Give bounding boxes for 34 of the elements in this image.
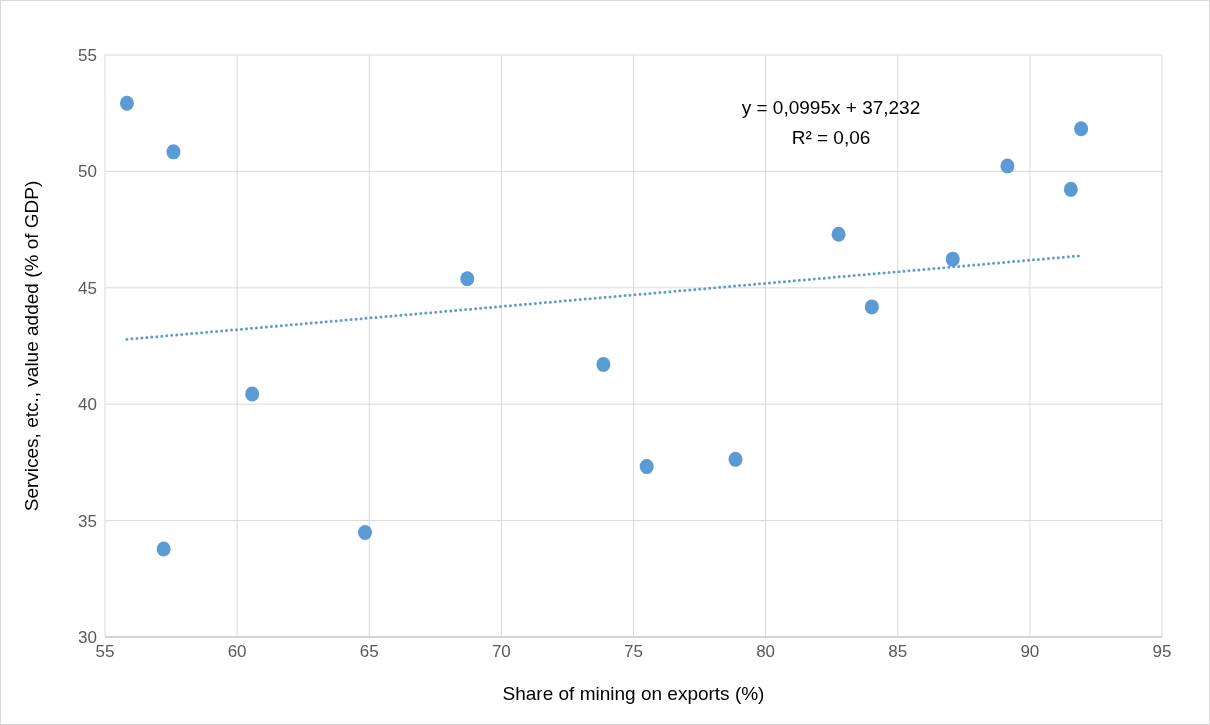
point xyxy=(119,95,134,111)
x-tick-label: 85 xyxy=(888,642,908,662)
x-tick-label: 70 xyxy=(491,642,511,662)
x-tick-label: 80 xyxy=(756,642,776,662)
point xyxy=(945,251,960,267)
point xyxy=(166,144,181,160)
point xyxy=(864,299,879,315)
x-tick-label: 55 xyxy=(95,642,115,662)
y-tick-label: 45 xyxy=(78,278,97,298)
point xyxy=(728,451,743,467)
point xyxy=(1074,121,1089,137)
point xyxy=(1000,158,1015,174)
x-axis-title: Share of mining on exports (%) xyxy=(502,683,765,704)
y-tick-label: 35 xyxy=(78,511,97,531)
point xyxy=(639,459,654,475)
point xyxy=(358,524,373,540)
y-axis-title: Services, etc., value added (% of GDP) xyxy=(20,180,42,512)
x-tick-label: 95 xyxy=(1152,642,1172,662)
y-tick-label: 55 xyxy=(78,46,97,66)
y-tick-label: 30 xyxy=(78,628,97,648)
x-tick-label: 60 xyxy=(227,642,247,662)
x-tick-label: 90 xyxy=(1020,642,1040,662)
y-tick-label: 50 xyxy=(78,162,97,182)
point xyxy=(460,271,475,287)
point xyxy=(596,356,611,372)
annotation: R² = 0,06 xyxy=(790,126,872,150)
annotation: y = 0,0995x + 37,232 xyxy=(740,96,922,120)
point xyxy=(245,386,260,402)
x-tick-label: 75 xyxy=(624,642,643,662)
point xyxy=(156,541,171,557)
x-tick-label: 65 xyxy=(359,642,379,662)
point xyxy=(831,226,846,242)
point xyxy=(1063,181,1078,197)
y-tick-label: 40 xyxy=(78,395,97,415)
